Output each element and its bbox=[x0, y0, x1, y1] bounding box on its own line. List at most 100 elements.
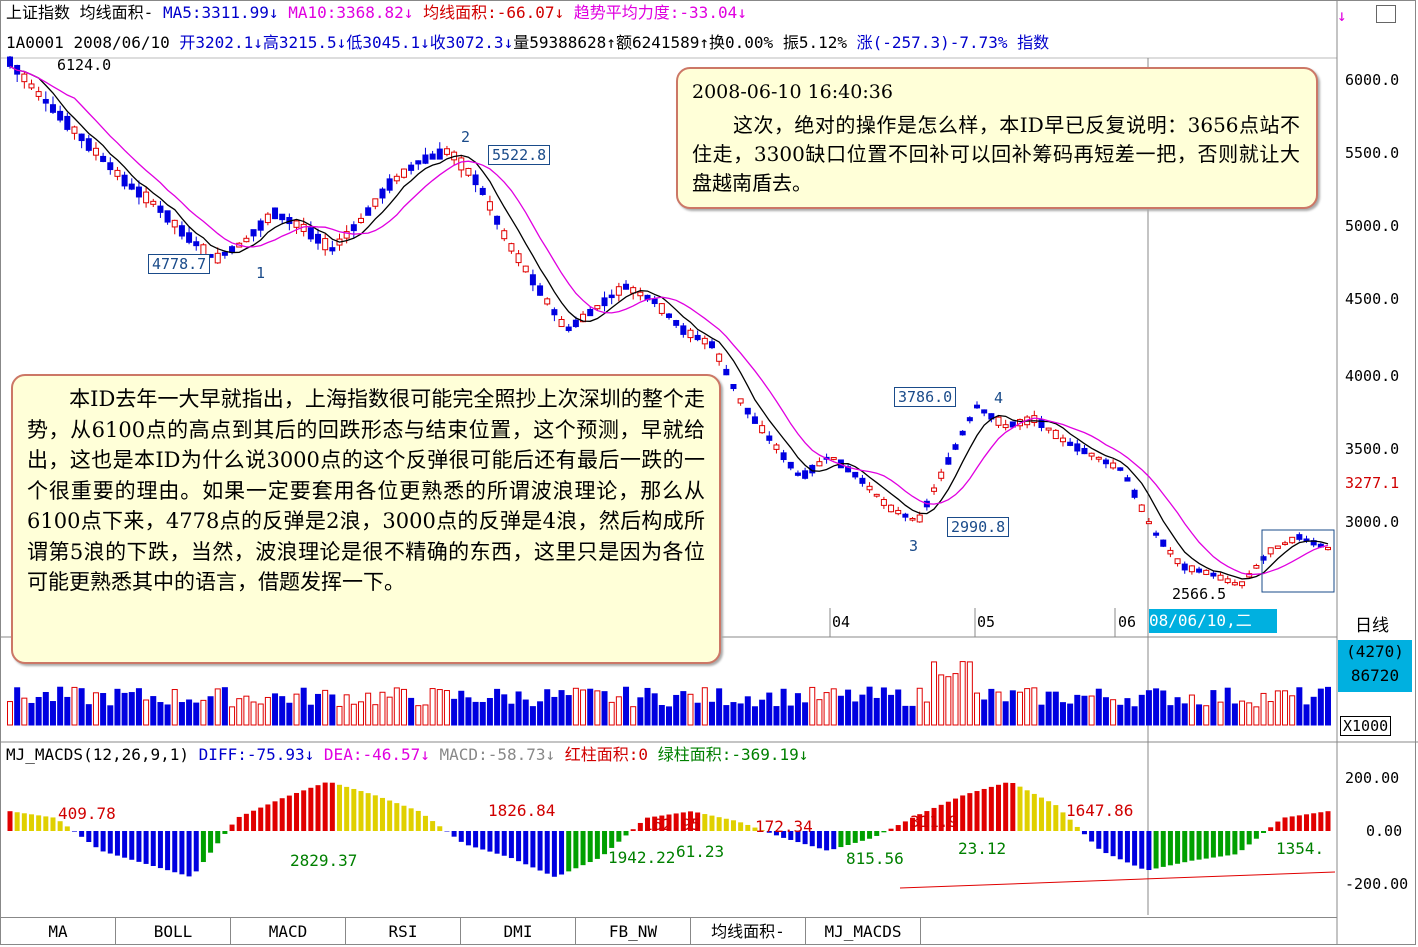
volume-bar bbox=[121, 692, 128, 726]
macd-bar bbox=[401, 805, 407, 831]
change-value: 涨(-257.3)-7.73% bbox=[856, 33, 1008, 52]
wave-2-label: 2 bbox=[461, 128, 471, 146]
cursor-date: 08/06/10,二 bbox=[1149, 609, 1277, 633]
macd-trend-line bbox=[899, 871, 1336, 889]
tab-rsi[interactable]: RSI bbox=[346, 918, 461, 945]
macd-red-area: 红柱面积:0 bbox=[564, 745, 649, 764]
candle bbox=[658, 303, 665, 314]
amplitude-value: 振5.12% bbox=[782, 33, 847, 52]
y-tick-label: 5500.0 bbox=[1345, 144, 1400, 162]
volume-bar bbox=[1131, 706, 1138, 726]
candle bbox=[343, 231, 350, 239]
macd-bar bbox=[1096, 831, 1102, 849]
tab-dmi[interactable]: DMI bbox=[461, 918, 576, 945]
candle bbox=[759, 425, 766, 434]
macd-bar bbox=[845, 831, 851, 845]
candle bbox=[293, 220, 300, 228]
y-tick-label: 4500.0 bbox=[1345, 290, 1400, 308]
volume-bar bbox=[759, 699, 766, 726]
volume-bar bbox=[1102, 697, 1109, 726]
candle bbox=[57, 110, 64, 121]
tab-ma[interactable]: MA bbox=[1, 918, 116, 945]
candle bbox=[1074, 443, 1081, 452]
candle bbox=[357, 217, 364, 223]
candle bbox=[859, 477, 866, 484]
candle bbox=[214, 252, 221, 264]
macd-bar bbox=[157, 831, 163, 869]
amount-value: 额6241589 bbox=[615, 33, 700, 52]
macd-bar bbox=[1325, 811, 1331, 831]
volume-bar bbox=[207, 696, 214, 726]
macd-bar bbox=[616, 831, 622, 842]
volume-bar bbox=[558, 690, 565, 726]
macd-bar bbox=[752, 827, 758, 831]
volume-bar bbox=[307, 704, 314, 726]
candle bbox=[1088, 452, 1095, 457]
macd-bar bbox=[473, 831, 479, 848]
volume-bar bbox=[1031, 687, 1038, 726]
macd-bar bbox=[996, 784, 1001, 831]
high-3786-label: 3786.0 bbox=[894, 387, 957, 407]
candle bbox=[1239, 581, 1246, 587]
volume-bar bbox=[272, 693, 279, 726]
volume-bar bbox=[28, 702, 35, 726]
candle bbox=[64, 115, 71, 130]
tab-macd[interactable]: MACD bbox=[231, 918, 346, 945]
volume-bar bbox=[630, 706, 637, 726]
macd-value: MACD:-58.73 bbox=[439, 745, 546, 764]
period-label[interactable]: 日线 bbox=[1355, 616, 1389, 636]
candle bbox=[1203, 569, 1210, 575]
candle bbox=[522, 265, 529, 273]
volume-bar bbox=[802, 702, 809, 726]
volume-bar bbox=[365, 692, 372, 726]
volume-bar bbox=[666, 706, 672, 726]
macd-bar bbox=[93, 831, 99, 848]
volume-bar bbox=[551, 696, 558, 726]
volume-bar bbox=[1016, 691, 1023, 726]
macd-bar bbox=[14, 812, 20, 831]
macd-bar bbox=[702, 814, 708, 831]
candle bbox=[7, 56, 13, 67]
candle bbox=[21, 73, 28, 83]
macd-bar bbox=[1010, 783, 1016, 831]
tab-boll[interactable]: BOLL bbox=[116, 918, 231, 945]
volume-bar bbox=[264, 696, 271, 726]
volume-bar bbox=[1210, 690, 1217, 726]
candle bbox=[673, 320, 680, 326]
candle bbox=[866, 485, 873, 491]
volume-bar bbox=[143, 699, 150, 726]
tab-fb_nw[interactable]: FB_NW bbox=[576, 918, 691, 945]
candle bbox=[637, 291, 644, 297]
volume-bar bbox=[673, 694, 680, 726]
macd-diff: DIFF:-75.93 bbox=[198, 745, 305, 764]
scroll-arrow-icon[interactable]: ↓ bbox=[1337, 6, 1347, 25]
candle bbox=[1117, 467, 1124, 471]
macd-bar bbox=[1196, 831, 1202, 860]
macd-bar bbox=[1225, 831, 1231, 856]
macd-bar bbox=[831, 831, 837, 850]
candle bbox=[558, 319, 565, 328]
macd-title: MJ_MACDS(12,26,9,1) bbox=[6, 745, 190, 764]
volume-bar bbox=[107, 705, 114, 726]
candle bbox=[551, 309, 558, 316]
month-05: 05 bbox=[977, 613, 996, 631]
window-toggle-icon[interactable] bbox=[1376, 5, 1396, 23]
candle bbox=[1102, 459, 1109, 465]
macd-bar bbox=[895, 825, 901, 831]
y-tick-label: 3000.0 bbox=[1345, 513, 1400, 531]
candle bbox=[193, 241, 200, 247]
macd-label: 23.12 bbox=[958, 839, 1007, 858]
volume-bar bbox=[21, 697, 28, 726]
macd-bar bbox=[422, 815, 428, 831]
macd-bar bbox=[766, 831, 772, 833]
volume-bar bbox=[1117, 704, 1124, 726]
tab-mj_macds[interactable]: MJ_MACDS bbox=[806, 918, 921, 945]
macd-bar bbox=[874, 831, 880, 836]
macd-bar bbox=[243, 813, 249, 831]
volume-bar bbox=[186, 699, 193, 726]
volume-bar bbox=[1167, 705, 1174, 726]
macd-bar bbox=[1089, 831, 1095, 842]
indicator-tab-bar: MA BOLL MACD RSI DMI FB_NW 均线面积- MJ_MACDS bbox=[1, 917, 1337, 945]
tab-均线面积-[interactable]: 均线面积- bbox=[691, 918, 806, 945]
candle bbox=[243, 237, 250, 243]
